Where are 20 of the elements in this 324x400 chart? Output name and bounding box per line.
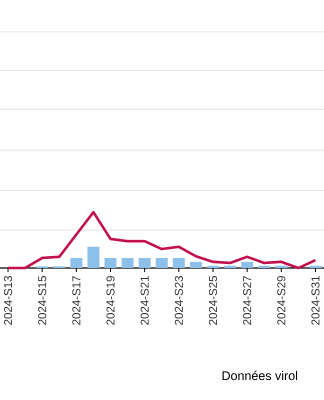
bar [138,258,151,268]
x-tick-label: 2024-S31 [311,276,320,325]
x-tick-label: 2024-S13 [4,276,12,325]
x-tick-label: 2024-S17 [72,276,80,325]
x-tick-label: 2024-S23 [174,276,183,325]
bar [190,262,202,268]
bar [241,262,254,268]
x-tick-label: 2024-S29 [277,276,286,325]
bar [172,258,185,268]
bar [104,258,117,268]
x-tick-label: 2024-S27 [243,276,252,325]
x-axis-title: Données virol [222,370,298,380]
bar [70,258,82,268]
bar [87,246,100,268]
bar [156,258,168,268]
x-tick-label: 2024-S21 [140,276,149,325]
x-tick-label: 2024-S19 [106,276,115,325]
bar [122,258,134,268]
x-tick-label: 2024-S15 [38,276,46,325]
x-tick-label: 2024-S25 [208,276,218,325]
